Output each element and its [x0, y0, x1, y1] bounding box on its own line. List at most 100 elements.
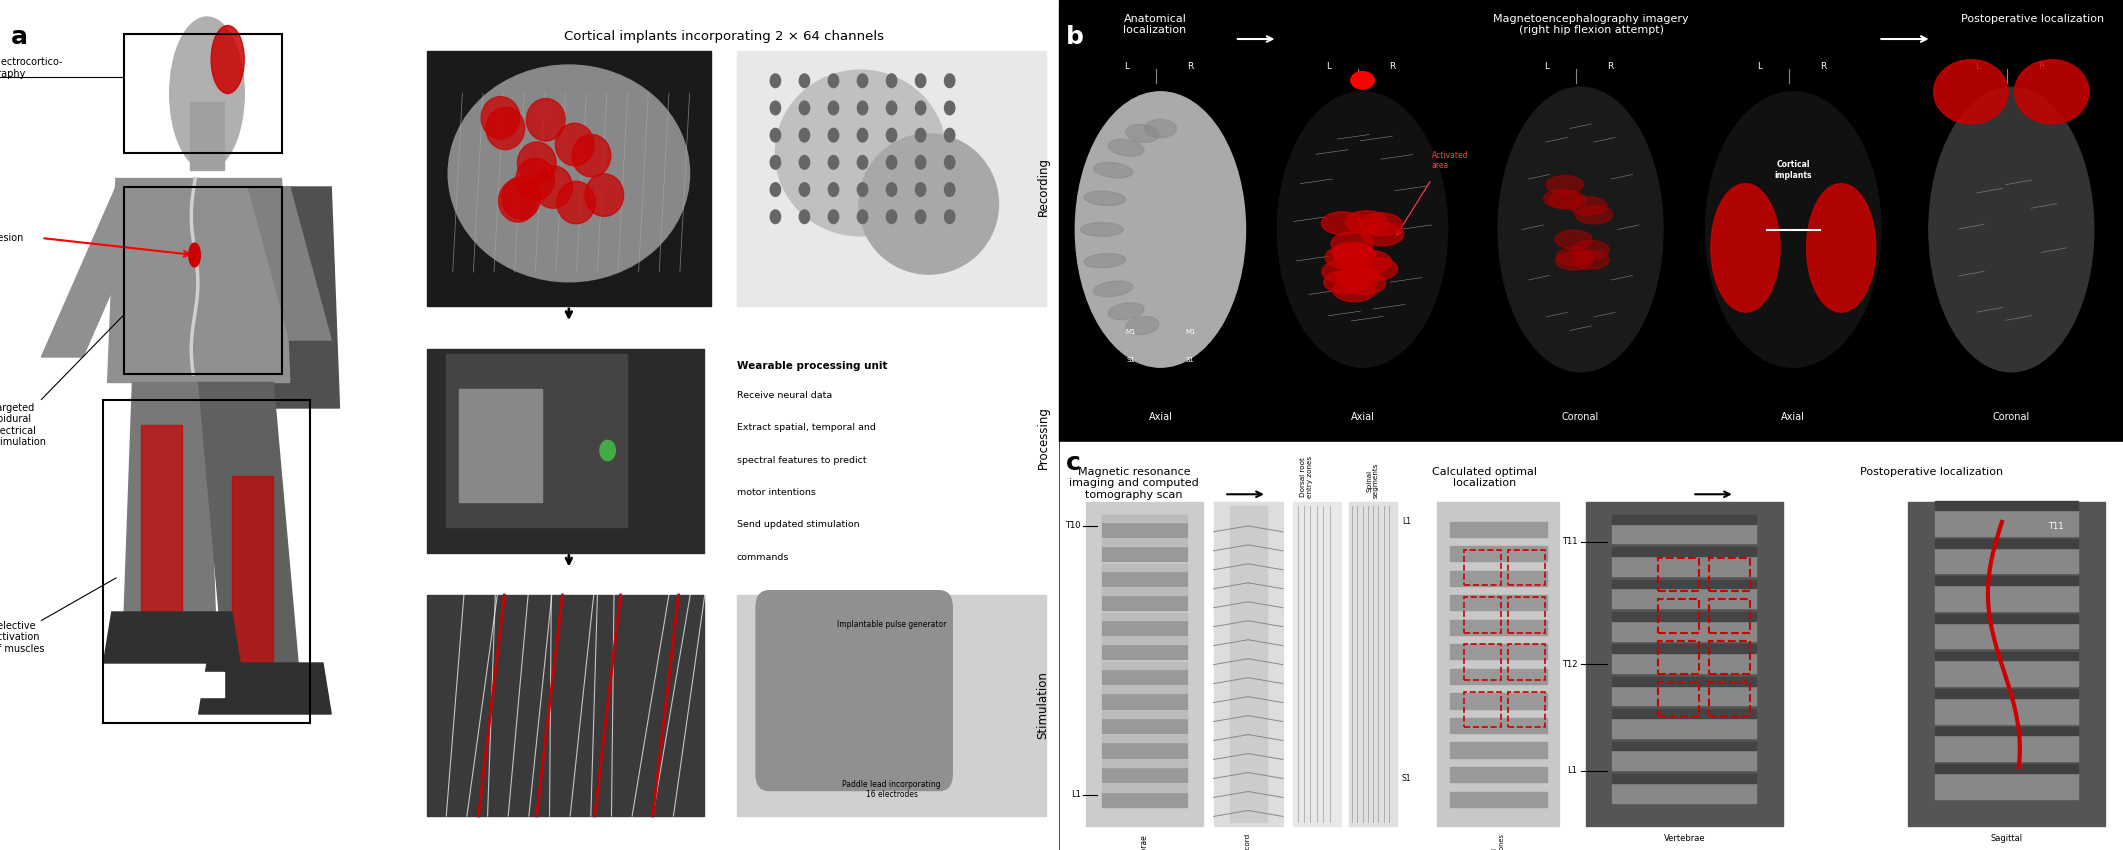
Ellipse shape [1108, 303, 1144, 320]
Ellipse shape [501, 177, 541, 219]
Ellipse shape [1543, 190, 1582, 208]
Bar [1102, 669, 1187, 684]
Bar [1229, 506, 1267, 822]
Bar [1102, 588, 1187, 596]
Text: spectral features to predict: spectral features to predict [737, 456, 866, 465]
Circle shape [798, 101, 809, 115]
Ellipse shape [775, 71, 945, 236]
Circle shape [828, 74, 839, 88]
Text: commands: commands [737, 552, 790, 562]
Bar [1934, 689, 2078, 698]
Text: R: R [1187, 62, 1193, 71]
Polygon shape [108, 178, 289, 382]
Ellipse shape [1144, 119, 1176, 138]
Ellipse shape [571, 134, 611, 177]
Circle shape [771, 101, 781, 115]
Bar [1450, 620, 1546, 635]
Circle shape [858, 101, 868, 115]
Bar [1613, 709, 1756, 718]
Bar [1613, 580, 1756, 588]
Polygon shape [42, 187, 157, 357]
Bar [1463, 692, 1501, 728]
Bar [1450, 522, 1546, 537]
Text: Lesion: Lesion [0, 233, 23, 243]
Bar [1450, 547, 1546, 562]
Ellipse shape [1085, 191, 1125, 206]
Ellipse shape [1556, 247, 1594, 266]
Text: Coronal: Coronal [1563, 412, 1599, 422]
Text: L: L [1974, 62, 1981, 71]
Text: Axial: Axial [1149, 412, 1172, 422]
Circle shape [771, 183, 781, 196]
Circle shape [915, 183, 926, 196]
Bar [1613, 653, 1756, 673]
Bar [1934, 623, 2078, 649]
Bar [1934, 547, 2078, 573]
Bar [1709, 599, 1749, 632]
Text: Dorsal root
entry zones: Dorsal root entry zones [1299, 456, 1314, 498]
Circle shape [945, 210, 955, 224]
Circle shape [798, 74, 809, 88]
Text: L: L [1756, 62, 1762, 71]
Bar [1507, 692, 1546, 728]
Bar [1450, 718, 1546, 733]
Text: Coronal: Coronal [1993, 412, 2030, 422]
Text: R: R [1819, 62, 1826, 71]
Polygon shape [104, 612, 240, 663]
Bar [1658, 641, 1698, 674]
Bar [1102, 711, 1187, 718]
Bar [1102, 718, 1187, 733]
Polygon shape [248, 187, 331, 340]
Bar [1658, 599, 1698, 632]
Bar [1450, 791, 1546, 807]
Circle shape [798, 156, 809, 169]
Bar [459, 389, 541, 502]
Bar [1709, 558, 1749, 591]
Bar [1613, 547, 1756, 556]
Ellipse shape [1575, 206, 1613, 224]
Text: L1: L1 [1401, 518, 1412, 526]
Ellipse shape [556, 181, 594, 224]
Bar [1507, 550, 1546, 585]
Bar [123, 187, 282, 374]
Bar [1102, 571, 1187, 586]
Ellipse shape [482, 97, 520, 139]
Bar [1450, 669, 1546, 684]
Bar [1709, 682, 1749, 716]
Bar [140, 425, 183, 612]
Ellipse shape [1548, 190, 1586, 209]
Bar [1437, 502, 1558, 826]
Bar [104, 400, 310, 722]
Bar [1463, 597, 1501, 632]
Bar [737, 51, 1047, 306]
Text: Stimulation: Stimulation [1036, 672, 1049, 740]
Text: Calculated optimal
localization: Calculated optimal localization [1433, 467, 1537, 488]
Bar [1934, 502, 2078, 510]
Ellipse shape [1346, 211, 1388, 234]
Text: Cortical
implants: Cortical implants [1775, 160, 1813, 179]
Ellipse shape [1354, 258, 1397, 281]
Ellipse shape [1076, 92, 1246, 367]
Circle shape [945, 128, 955, 142]
Ellipse shape [1361, 213, 1403, 236]
Bar [117, 672, 223, 697]
Ellipse shape [1569, 197, 1607, 215]
Bar [1102, 540, 1187, 547]
Bar [1293, 502, 1342, 826]
Text: Anatomical
localization: Anatomical localization [1123, 14, 1187, 36]
Text: L1: L1 [1070, 790, 1081, 799]
Ellipse shape [1361, 223, 1403, 246]
Circle shape [887, 128, 896, 142]
Bar [1613, 644, 1756, 653]
Bar [1348, 502, 1397, 826]
Ellipse shape [1125, 124, 1159, 143]
Text: b: b [1066, 26, 1083, 49]
Bar [1934, 727, 2078, 735]
Ellipse shape [1705, 92, 1881, 367]
Text: R: R [1607, 62, 1613, 71]
Polygon shape [200, 382, 297, 663]
Text: R: R [2038, 62, 2044, 71]
Bar [1463, 644, 1501, 680]
Bar [1059, 0, 2123, 442]
Text: Spinal
segments: Spinal segments [1365, 462, 1380, 498]
